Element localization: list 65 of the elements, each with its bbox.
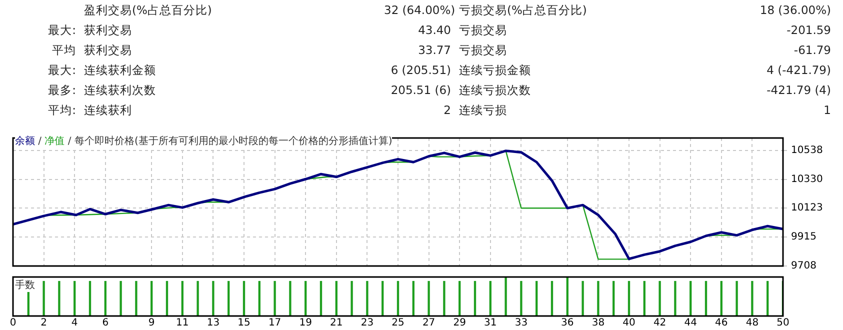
- x-tick-label: 15: [238, 318, 250, 329]
- text: 1: [822, 102, 832, 119]
- text: 最大:: [47, 22, 77, 39]
- text: 6 (205.51): [390, 62, 452, 79]
- x-tick-label: 17: [268, 318, 282, 329]
- x-tick-label: 13: [206, 318, 220, 329]
- y-tick-label: 10123: [791, 202, 823, 214]
- x-tick-label: 38: [592, 318, 605, 329]
- x-tick-label: 21: [330, 318, 343, 329]
- x-tick-label: 50: [776, 318, 790, 329]
- text: 平均: [51, 42, 77, 59]
- y-tick-label: 10538: [791, 144, 823, 156]
- x-tick-label: 29: [453, 318, 466, 329]
- text: 盈利交易(%占总百分比): [83, 2, 213, 19]
- x-tick-label: 0: [10, 318, 16, 329]
- text: 平均:: [47, 102, 77, 119]
- text: 18 (36.00%): [758, 2, 832, 19]
- text: 33.77: [417, 42, 452, 59]
- text: -201.59: [786, 22, 832, 39]
- text: /: [68, 136, 72, 147]
- text: 205.51 (6): [390, 82, 452, 99]
- text: 连续获利次数: [83, 82, 157, 99]
- chart-title: 手数: [15, 280, 35, 291]
- y-tick-label: 9708: [791, 260, 816, 272]
- x-tick-label: 4: [71, 318, 78, 329]
- x-tick-label: 25: [392, 318, 404, 329]
- text: -421.79 (4): [766, 82, 832, 99]
- text: 连续亏损: [458, 102, 508, 119]
- x-tick-label: 9: [148, 318, 155, 329]
- x-tick-label: 31: [484, 318, 497, 329]
- x-tick-label: 11: [176, 318, 189, 329]
- text: 获利交易: [83, 22, 133, 39]
- text: 最多:: [47, 82, 77, 99]
- x-tick-label: 36: [561, 318, 574, 329]
- text: 最大:: [47, 62, 77, 79]
- text: 43.40: [417, 22, 452, 39]
- x-tick-label: 19: [299, 318, 312, 329]
- x-tick-label: 42: [653, 318, 666, 329]
- text: 净值: [44, 136, 65, 147]
- text: 亏损交易: [458, 22, 508, 39]
- x-tick-label: 27: [422, 318, 436, 329]
- annotation: /: [38, 136, 42, 147]
- text: 亏损交易(%占总百分比): [458, 2, 588, 19]
- x-tick-label: 33: [514, 318, 528, 329]
- y-tick-label: 10330: [791, 174, 823, 185]
- text: 连续亏损金额: [458, 62, 532, 79]
- text: 余额: [15, 136, 35, 147]
- text: 连续获利: [83, 102, 133, 119]
- text: 获利交易: [83, 42, 133, 59]
- text: 连续亏损次数: [458, 82, 532, 99]
- text: 亏损交易: [458, 42, 508, 59]
- x-tick-label: 44: [684, 318, 697, 329]
- text: 4 (-421.79): [766, 62, 832, 79]
- x-tick-label: 2: [40, 318, 47, 329]
- x-tick-label: 6: [102, 318, 109, 329]
- text: 32 (64.00%): [383, 2, 456, 19]
- x-tick-label: 48: [746, 318, 759, 329]
- text: -61.79: [792, 42, 832, 59]
- text: 连续获利金额: [83, 62, 157, 79]
- x-tick-label: 23: [360, 318, 374, 329]
- x-tick-label: 40: [622, 318, 636, 329]
- x-tick-label: 46: [715, 318, 728, 329]
- chart-title: 每个即时价格(基于所有可利用的最小时段的每一个价格的分形插值计算): [74, 136, 392, 147]
- y-tick-label: 9915: [791, 232, 816, 243]
- text: 2: [442, 102, 452, 119]
